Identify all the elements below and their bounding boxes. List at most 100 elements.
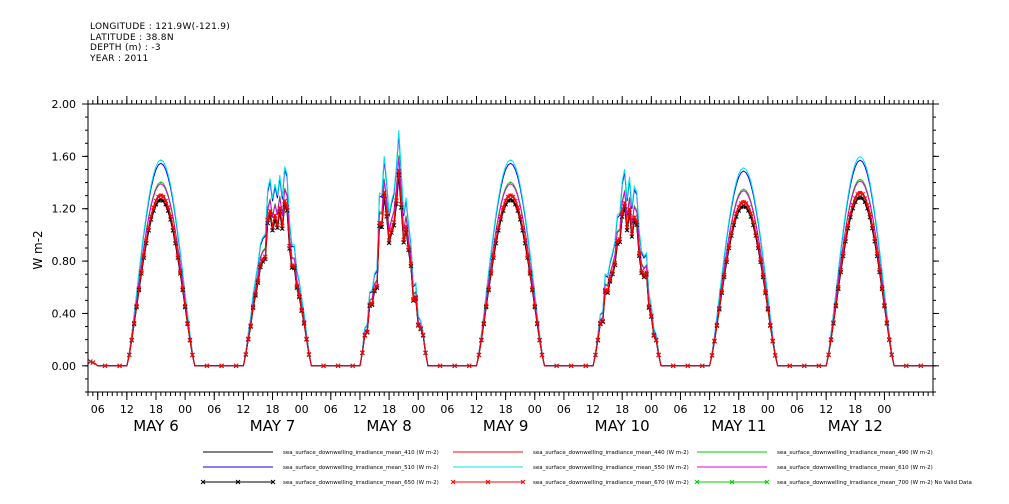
series-marker: [602, 287, 608, 293]
series-marker: [413, 294, 419, 300]
series-marker: [517, 214, 523, 219]
series-marker: [767, 322, 773, 328]
series-marker: [143, 238, 149, 244]
x-tick-label: 12: [236, 403, 250, 416]
x-tick-label: 00: [528, 403, 542, 416]
series-marker: [828, 337, 834, 342]
day-label: MAY 8: [366, 417, 412, 435]
series-marker: [265, 217, 271, 223]
series-marker: [170, 225, 176, 230]
series-marker: [879, 284, 885, 290]
series-marker: [653, 337, 659, 343]
series-marker: [639, 268, 644, 274]
series-marker: [600, 318, 606, 324]
series-marker: [165, 205, 171, 210]
series-marker: [600, 319, 606, 325]
series-marker: [306, 352, 312, 357]
series-marker: [321, 363, 326, 369]
series-marker: [153, 198, 159, 204]
series-marker: [593, 352, 598, 358]
series-marker: [423, 350, 428, 356]
series-marker: [466, 363, 472, 369]
series-marker: [508, 193, 513, 198]
series-marker: [88, 359, 93, 364]
series-marker: [656, 352, 661, 358]
series-marker: [852, 196, 858, 201]
series-marker: [631, 215, 637, 220]
series-marker: [651, 332, 657, 338]
series-marker: [500, 205, 506, 210]
series-marker: [505, 194, 511, 200]
series-marker: [360, 350, 365, 356]
series-marker: [151, 205, 156, 210]
series-marker: [279, 223, 285, 229]
series-marker: [401, 237, 407, 243]
x-tick-label: 06: [324, 403, 338, 416]
legend-marker: [200, 479, 206, 485]
series-marker: [391, 220, 397, 225]
y-tick-label: 0.40: [52, 307, 77, 320]
series-marker: [712, 338, 717, 344]
series-marker: [377, 220, 382, 226]
series-marker: [364, 329, 370, 335]
legend-label: sea_surface_downwelling_irradiance_mean_…: [777, 450, 933, 456]
x-tick-label: 12: [470, 403, 484, 416]
series-marker: [488, 269, 494, 274]
legend-label: sea_surface_downwelling_irradiance_mean_…: [533, 465, 689, 471]
series-marker: [729, 230, 734, 236]
series-marker: [102, 363, 108, 369]
legend-marker: [270, 479, 276, 485]
y-tick-label: 1.20: [52, 203, 77, 216]
series-marker: [886, 337, 892, 342]
legend-label: sea_surface_downwelling_irradiance_mean_…: [283, 480, 439, 486]
series-marker: [374, 283, 380, 289]
series-line: [90, 157, 933, 367]
x-tick-label: 00: [411, 403, 425, 416]
legend-marker: [520, 479, 526, 485]
series-marker: [350, 363, 356, 369]
series-marker: [554, 363, 559, 369]
series-marker: [510, 194, 516, 200]
series-marker: [595, 337, 601, 343]
legend-label: sea_surface_downwelling_irradiance_mean_…: [533, 480, 689, 486]
series-marker: [204, 363, 210, 369]
series-marker: [741, 199, 746, 205]
series-marker: [277, 205, 283, 211]
series-marker: [605, 288, 610, 294]
series-marker: [636, 251, 642, 256]
series-marker: [190, 352, 195, 358]
series-marker: [855, 192, 861, 197]
series-marker: [857, 190, 863, 196]
series-marker: [845, 223, 851, 228]
series-marker: [296, 293, 302, 299]
series-marker: [243, 352, 249, 357]
series-marker: [292, 263, 297, 269]
series-marker: [294, 283, 300, 289]
series-marker: [272, 213, 278, 218]
series-line: [90, 155, 933, 367]
series-marker: [483, 303, 489, 309]
series-marker: [396, 168, 402, 174]
series-marker: [743, 201, 749, 206]
y-tick-label: 0.00: [52, 360, 77, 373]
x-tick-label: 06: [790, 403, 804, 416]
series-marker: [255, 278, 261, 284]
series-marker: [275, 222, 280, 228]
legend-marker: [694, 479, 700, 485]
series-marker: [731, 219, 737, 225]
x-tick-label: 00: [644, 403, 658, 416]
series-marker: [287, 243, 292, 249]
series-marker: [716, 305, 722, 311]
series-marker: [185, 320, 190, 326]
series-marker: [146, 225, 152, 230]
series-marker: [187, 337, 193, 343]
series-marker: [168, 214, 173, 219]
series-marker: [622, 200, 627, 206]
series-marker: [437, 363, 443, 369]
series-marker: [763, 289, 768, 294]
series-marker: [493, 238, 499, 244]
series-marker: [612, 260, 618, 266]
series-marker: [629, 231, 635, 237]
series-marker: [733, 211, 739, 216]
